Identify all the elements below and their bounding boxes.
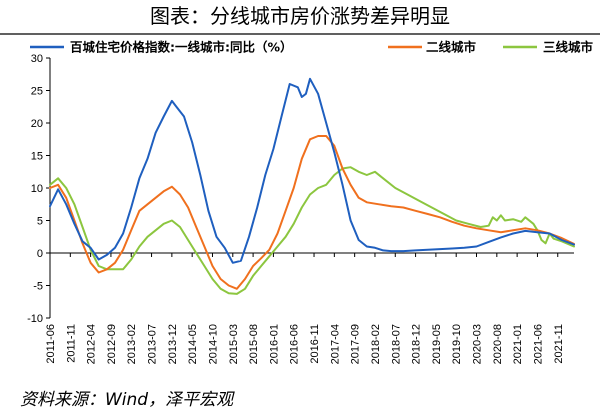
legend-label: 二线城市 xyxy=(426,40,477,55)
x-tick-label: 2015-08 xyxy=(248,324,260,364)
x-tick-label: 2014-10 xyxy=(207,324,219,364)
x-tick-label: 2013-02 xyxy=(126,324,138,364)
y-tick-label: 10 xyxy=(31,183,43,195)
chart-title: 图表：分线城市房价涨势差异明显 xyxy=(150,4,450,28)
legend: 百城住宅价格指数:一线城市:同比（%） 二线城市 三线城市 xyxy=(30,40,594,55)
x-tick-label: 2017-09 xyxy=(350,324,362,364)
y-tick-label: -10 xyxy=(27,313,43,325)
axes-layer: -10 -5 0 5 10 15 20 25 30 2011-06 2011-11 2012-04 20… xyxy=(27,53,574,364)
x-tick-label: 2013-12 xyxy=(167,324,179,364)
x-tick-label: 2019-10 xyxy=(451,324,463,364)
x-tick-label: 2021-06 xyxy=(532,324,544,364)
series-line-2 xyxy=(49,135,575,290)
series-line-3 xyxy=(49,166,575,295)
x-tick-label: 2018-02 xyxy=(370,324,382,364)
x-tick-label: 2017-04 xyxy=(329,324,341,364)
x-tick-label: 2018-12 xyxy=(411,324,423,364)
x-tick-label: 2012-09 xyxy=(106,324,118,364)
x-tick-label: 2020-03 xyxy=(472,324,484,364)
x-tick-label: 2014-05 xyxy=(187,324,199,364)
y-tick-label: 5 xyxy=(37,216,43,228)
x-tick-label: 2013-07 xyxy=(147,324,159,364)
legend-label: 百城住宅价格指数:一线城市:同比（%） xyxy=(70,40,293,55)
series-line-1 xyxy=(49,77,575,264)
x-tick-label: 2019-05 xyxy=(431,324,443,364)
x-tick-label: 2012-04 xyxy=(86,324,98,364)
x-tick-label: 2018-07 xyxy=(390,324,402,364)
source-note: 资料来源：Wind，泽平宏观 xyxy=(20,390,235,410)
y-tick-label: 15 xyxy=(31,151,43,163)
x-tick-label: 2021-11 xyxy=(553,324,565,364)
x-tick-label: 2021-01 xyxy=(512,324,524,364)
y-tick-label: -5 xyxy=(33,281,43,293)
y-tick-label: 0 xyxy=(37,248,43,260)
y-tick-label: 30 xyxy=(31,53,43,65)
x-tick-label: 2020-08 xyxy=(492,324,504,364)
x-tick-label: 2011-11 xyxy=(65,324,77,363)
y-tick-label: 25 xyxy=(31,86,43,98)
y-tick-label: 20 xyxy=(31,118,43,130)
x-tick-label: 2016-11 xyxy=(309,324,321,364)
x-tick-label: 2016-06 xyxy=(289,324,301,364)
series-layer xyxy=(49,77,575,295)
x-tick-label: 2016-01 xyxy=(268,324,280,364)
x-tick-label: 2015-03 xyxy=(228,324,240,364)
legend-label: 三线城市 xyxy=(543,40,594,55)
x-tick-label: 2011-06 xyxy=(45,324,57,364)
